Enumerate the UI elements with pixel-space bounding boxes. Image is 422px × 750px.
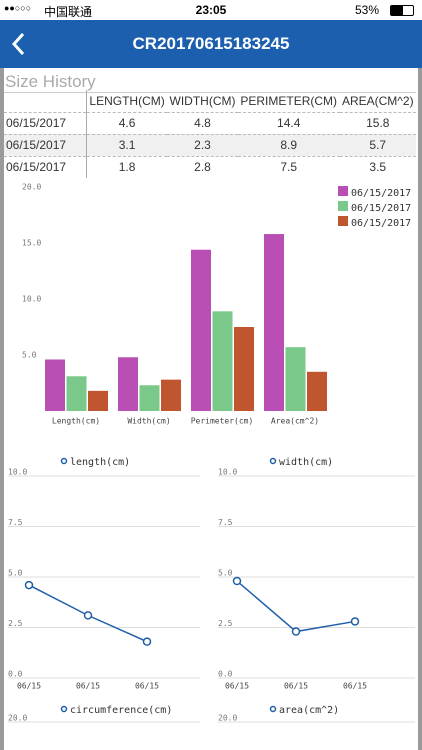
y-tick-label: 20.0 xyxy=(22,183,41,192)
x-tick-label: 06/15 xyxy=(76,682,100,691)
y-tick-label: 10.0 xyxy=(22,295,41,304)
y-tick-label: 20.0 xyxy=(8,714,27,723)
header-cell: PERIMETER(CM) xyxy=(240,93,338,108)
legend-label: area(cm^2) xyxy=(279,705,339,716)
point xyxy=(291,627,301,636)
cell: 3.5 xyxy=(339,155,416,178)
x-tick-label: Width(cm) xyxy=(127,417,170,426)
x-tick-label: Area(cm^2) xyxy=(271,417,319,426)
y-tick-label: 15.0 xyxy=(22,239,41,248)
line xyxy=(236,580,356,633)
bar xyxy=(45,359,65,411)
bar xyxy=(66,376,87,411)
legend-label: circumference(cm) xyxy=(70,705,172,716)
point xyxy=(142,637,152,646)
y-tick-label: 7.5 xyxy=(8,518,23,527)
cell: 8.9 xyxy=(237,133,340,156)
cell: 15.8 xyxy=(339,111,416,134)
date-cell: 06/15/2017 xyxy=(4,111,87,134)
cell: 1.8 xyxy=(86,155,168,178)
cell: 4.6 xyxy=(86,111,168,134)
y-tick-label: 2.5 xyxy=(8,619,23,628)
x-tick-label: 06/15 xyxy=(17,682,41,691)
point xyxy=(232,576,242,586)
x-tick-label: Length(cm) xyxy=(52,417,100,426)
date-cell: 06/15/2017 xyxy=(4,133,87,156)
legend-swatch xyxy=(338,186,348,196)
x-tick-label: 06/15 xyxy=(225,682,249,691)
cell: 2.8 xyxy=(167,155,238,178)
bar xyxy=(285,347,306,411)
signal: ●●○○○ xyxy=(4,3,32,13)
nav-bar: CR20170615183245 xyxy=(0,20,422,68)
battery-icon xyxy=(390,5,414,16)
legend-label: length(cm) xyxy=(70,457,130,468)
point xyxy=(83,611,93,620)
point xyxy=(24,580,34,590)
header-cell: AREA(CM^2) xyxy=(341,93,414,108)
cell: 5.7 xyxy=(339,133,416,156)
header-cell: WIDTH(CM) xyxy=(169,93,236,108)
corner-cell xyxy=(4,90,87,112)
legend-marker xyxy=(269,705,277,713)
bar xyxy=(88,390,108,411)
bar xyxy=(139,385,160,411)
cell: 2.3 xyxy=(167,133,238,156)
cell: 7.5 xyxy=(237,155,340,178)
legend-label: 06/15/2017 xyxy=(351,218,411,229)
back-button[interactable] xyxy=(10,32,26,56)
content-frame xyxy=(0,68,422,750)
x-tick-label: 06/15 xyxy=(343,682,367,691)
carrier: 中国联通 xyxy=(44,5,93,19)
y-tick-label: 5.0 xyxy=(22,351,37,360)
y-tick-label: 0.0 xyxy=(8,670,23,679)
header-cell: LENGTH(CM) xyxy=(89,93,165,108)
cell: 14.4 xyxy=(237,111,340,134)
bar xyxy=(234,327,254,411)
legend-label: width(cm) xyxy=(279,457,333,468)
nav-title: CR20170615183245 xyxy=(132,34,290,53)
bar xyxy=(191,249,211,411)
y-tick-label: 5.0 xyxy=(8,569,23,578)
bar xyxy=(264,234,284,411)
battery-percent: 53% xyxy=(355,3,380,17)
x-tick-label: Perimeter(cm) xyxy=(191,417,254,426)
date-cell: 06/15/2017 xyxy=(4,155,87,178)
y-tick-label: 0.0 xyxy=(218,670,233,679)
cell: 3.1 xyxy=(86,133,168,156)
point xyxy=(350,617,360,626)
section-title: Size History xyxy=(5,72,96,91)
status-bar: ●●○○○ 中国联通 23:05 53% xyxy=(0,0,422,20)
legend-label: 06/15/2017 xyxy=(351,188,411,199)
bar xyxy=(212,311,233,411)
divider xyxy=(4,92,416,93)
x-tick-label: 06/15 xyxy=(284,682,308,691)
legend-marker xyxy=(269,457,277,465)
legend-label: 06/15/2017 xyxy=(351,203,411,214)
y-tick-label: 7.5 xyxy=(218,518,233,527)
legend-marker xyxy=(60,705,68,713)
y-tick-label: 20.0 xyxy=(218,714,237,723)
y-tick-label: 5.0 xyxy=(218,569,233,578)
cell: 4.8 xyxy=(167,111,238,134)
y-tick-label: 10.0 xyxy=(8,468,27,477)
legend-swatch xyxy=(338,201,348,211)
time: 23:05 xyxy=(195,3,227,17)
y-tick-label: 10.0 xyxy=(218,468,237,477)
legend-swatch xyxy=(338,216,348,226)
bar xyxy=(118,357,138,411)
x-tick-label: 06/15 xyxy=(135,682,159,691)
bar xyxy=(307,371,327,411)
legend-marker xyxy=(60,457,68,465)
y-tick-label: 2.5 xyxy=(218,619,233,628)
size-table: LENGTH(CM) WIDTH(CM) PERIMETER(CM) AREA(… xyxy=(4,90,416,178)
bar xyxy=(161,379,181,411)
